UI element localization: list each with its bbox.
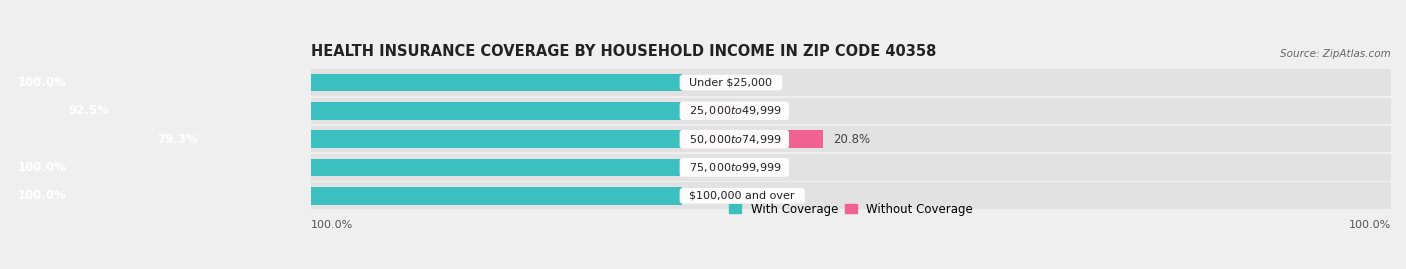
Bar — [311, 154, 1391, 181]
Legend: With Coverage, Without Coverage: With Coverage, Without Coverage — [724, 198, 977, 220]
Text: 79.3%: 79.3% — [157, 133, 198, 146]
Bar — [311, 126, 1391, 153]
Bar — [7, 74, 682, 91]
Text: 100.0%: 100.0% — [1348, 220, 1391, 230]
Bar — [682, 130, 823, 148]
Bar — [58, 102, 682, 120]
Bar — [148, 130, 682, 148]
Text: 100.0%: 100.0% — [311, 220, 353, 230]
Text: Source: ZipAtlas.com: Source: ZipAtlas.com — [1281, 49, 1391, 59]
Text: 7.5%: 7.5% — [744, 104, 773, 117]
Text: $75,000 to $99,999: $75,000 to $99,999 — [682, 161, 786, 174]
Bar — [7, 159, 682, 176]
Text: 100.0%: 100.0% — [18, 161, 66, 174]
Text: 0.0%: 0.0% — [693, 189, 723, 202]
Text: 100.0%: 100.0% — [18, 76, 66, 89]
Text: Under $25,000: Under $25,000 — [682, 77, 779, 87]
Text: $100,000 and over: $100,000 and over — [682, 191, 801, 201]
Bar — [311, 69, 1391, 96]
Text: 92.5%: 92.5% — [69, 104, 110, 117]
Text: 0.0%: 0.0% — [693, 161, 723, 174]
Text: 0.0%: 0.0% — [693, 76, 723, 89]
Text: HEALTH INSURANCE COVERAGE BY HOUSEHOLD INCOME IN ZIP CODE 40358: HEALTH INSURANCE COVERAGE BY HOUSEHOLD I… — [311, 44, 936, 59]
Text: 20.8%: 20.8% — [832, 133, 870, 146]
Text: $50,000 to $74,999: $50,000 to $74,999 — [682, 133, 786, 146]
Bar — [682, 102, 733, 120]
Bar — [311, 98, 1391, 124]
Bar — [7, 187, 682, 204]
Text: $25,000 to $49,999: $25,000 to $49,999 — [682, 104, 786, 117]
Text: 100.0%: 100.0% — [18, 189, 66, 202]
Bar — [311, 182, 1391, 209]
